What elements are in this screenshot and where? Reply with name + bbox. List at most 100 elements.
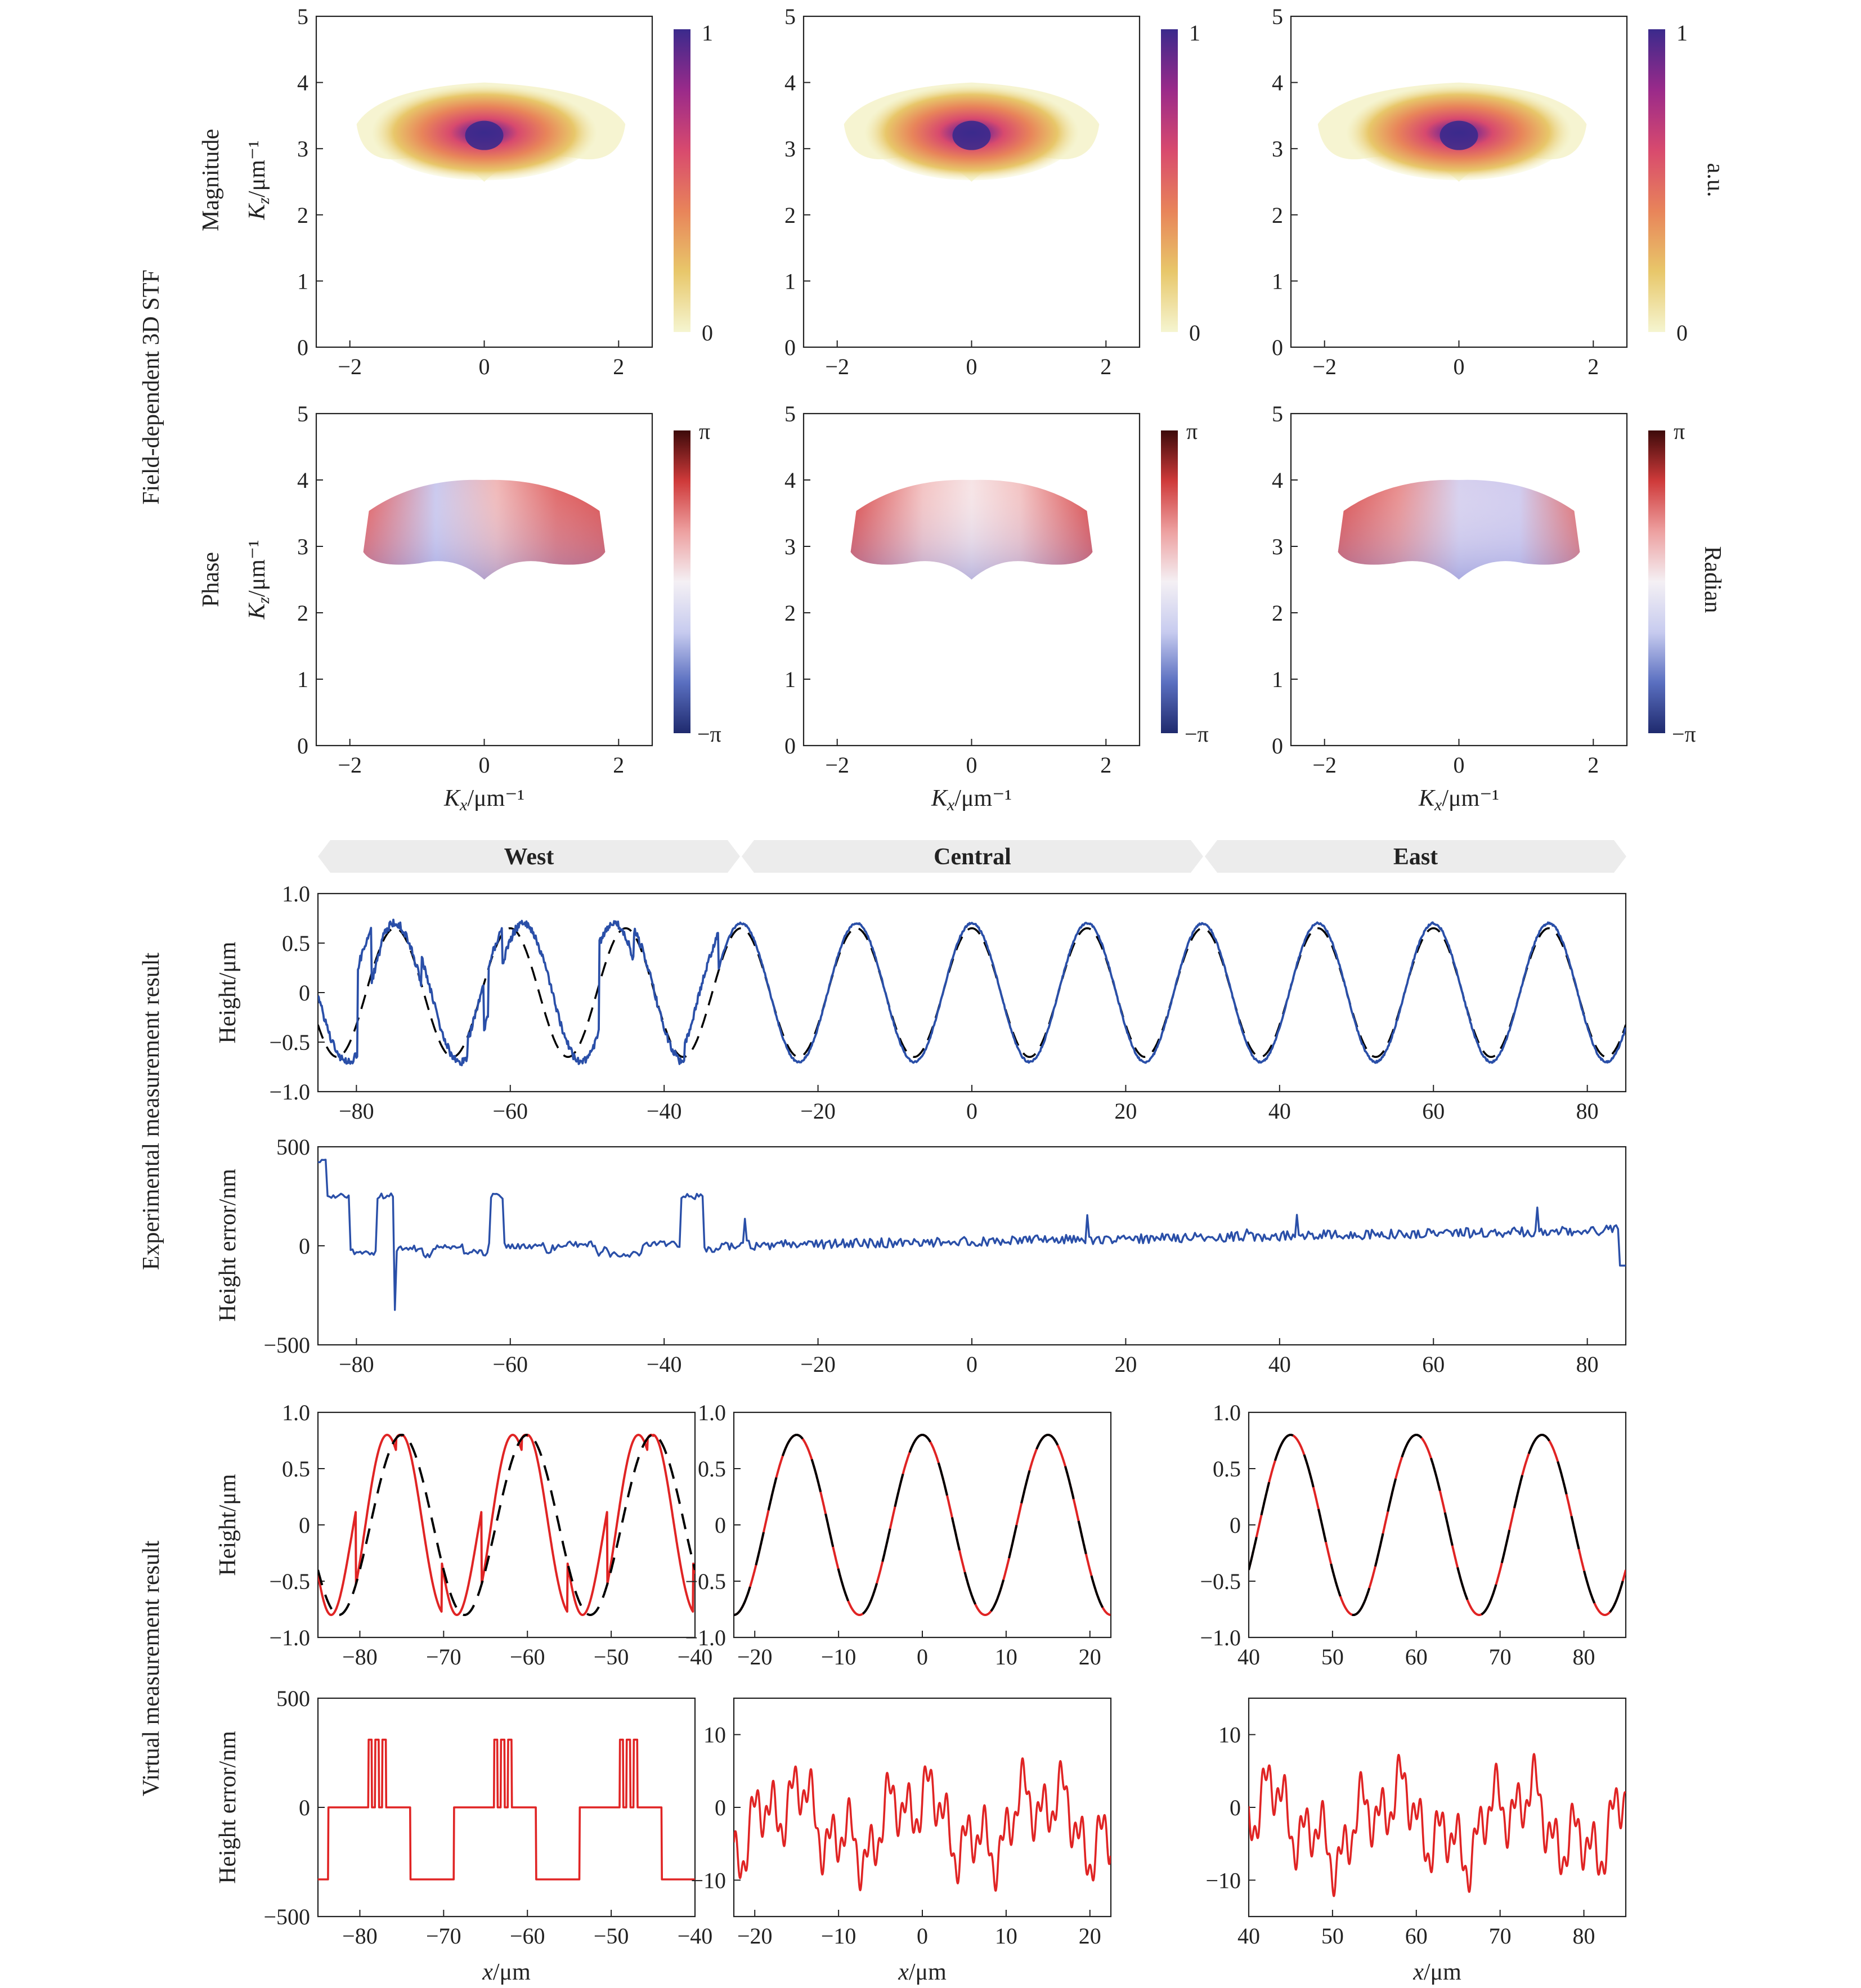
x-tick-label: 2	[613, 752, 624, 778]
virtual-height-panel-west: −80 −70 −60 −50 −40 −1.0 −0.5 0 0.5 1.0 Height/μm	[215, 1400, 712, 1670]
x-tick-label: 20	[1079, 1923, 1101, 1949]
stf-phase-shading	[850, 479, 1093, 580]
x-tick-label: −60	[492, 1098, 528, 1124]
y-tick-label: 3	[784, 534, 796, 559]
colorbar-max-label: π	[1674, 419, 1685, 444]
virtual-height-panel-central-frame	[733, 1411, 1112, 1639]
y-tick-label: 10	[703, 1722, 726, 1748]
y-tick-label: 0.5	[1213, 1456, 1241, 1482]
y-tick-label: 1	[1272, 268, 1283, 294]
y-tick-label: 5	[297, 401, 308, 427]
measured-profile-line	[318, 918, 1626, 1066]
virtual-reference-line	[1249, 1434, 1626, 1616]
x-tick-label: −80	[339, 1098, 374, 1124]
x-tick-label: 60	[1422, 1098, 1445, 1124]
kz-axis-label: Kz/μm⁻¹	[244, 140, 273, 220]
y-tick-label: 4	[1272, 70, 1283, 96]
y-tick-label: 2	[784, 203, 796, 228]
y-tick-label: 0.5	[698, 1456, 726, 1482]
virtual-height-panel-east-frame	[1248, 1411, 1627, 1639]
x-tick-label: 40	[1237, 1923, 1260, 1949]
y-tick-label: −1.0	[269, 1625, 310, 1650]
x-tick-label: 2	[1588, 752, 1599, 778]
colorbar-min-label: −π	[1185, 721, 1209, 747]
virtual-error-panel-east: 40 50 60 70 80 −10 0 10 x/μm	[1205, 1697, 1627, 1985]
colorbar-max-label: π	[1186, 419, 1198, 444]
y-tick-label: 2	[297, 203, 308, 228]
x-tick-label: −70	[426, 1923, 461, 1949]
stf-magnitude-peak	[465, 120, 504, 150]
y-tick-label: 1.0	[282, 881, 310, 907]
x-tick-label: −2	[338, 752, 362, 778]
y-tick-label: 3	[1272, 534, 1283, 559]
banner-west-label: West	[504, 844, 554, 870]
x-tick-label: −2	[1312, 752, 1337, 778]
phase-colorbar-fill	[1161, 430, 1178, 733]
virtual-error-panel-central: −20 −10 0 10 20 −10 0 10 x/μm	[690, 1697, 1112, 1985]
x-tick-label: 10	[995, 1923, 1017, 1949]
magnitude-colorbar-fill	[1161, 29, 1178, 332]
colorbar-min-label: −π	[1672, 721, 1696, 747]
y-tick-label: 0	[297, 733, 308, 759]
experimental-height-panel: −80 −60 −40 −20 0 20 40 60 80 −1.0 −0.5 0 0.5 1.0 Heig…	[215, 881, 1627, 1124]
colorbar-min-label: 0	[702, 320, 713, 345]
y-tick-label: 3	[1272, 136, 1283, 161]
virtual-reference-line	[734, 1434, 1111, 1616]
colorbar-min-label: 0	[1189, 320, 1200, 345]
virtual-height-panel-east: 40 50 60 70 80 −1.0 −0.5 0 0.5 1.0	[1200, 1400, 1627, 1670]
x-tick-label: 70	[1489, 1923, 1512, 1949]
x-tick-label: 80	[1576, 1098, 1599, 1124]
y-tick-label: −10	[1205, 1868, 1241, 1893]
row-label-stf: Field-dependent 3D STF	[138, 270, 164, 505]
x-axis-label: x/μm	[898, 1959, 947, 1985]
virtual-measured-line	[734, 1434, 1111, 1616]
y-tick-label: −0.5	[685, 1569, 726, 1594]
banner-central-label: Central	[934, 844, 1011, 870]
phase-colorbar-fill	[1648, 430, 1665, 733]
virtual-reference-line	[318, 1434, 695, 1616]
y-tick-label: 0	[299, 1795, 310, 1820]
phase-unit-label: Radian	[1699, 546, 1725, 613]
x-tick-label: 60	[1405, 1644, 1428, 1670]
y-tick-label: 1	[297, 268, 308, 294]
y-tick-label: 0	[1272, 335, 1283, 360]
stf-phase-panel-east: −2 0 2 0 1 2 3 4 5 Kx/μm⁻¹	[1272, 401, 1628, 814]
y-tick-label: 10	[1218, 1722, 1241, 1748]
x-tick-label: 60	[1422, 1352, 1445, 1377]
x-tick-label: −2	[338, 354, 362, 379]
virtual-measured-line	[1249, 1434, 1626, 1616]
x-tick-label: 10	[995, 1644, 1017, 1670]
x-tick-label: 0	[966, 752, 977, 778]
x-tick-label: 60	[1405, 1923, 1428, 1949]
experimental-error-panel-frame	[317, 1146, 1627, 1346]
y-tick-label: −1.0	[1200, 1625, 1241, 1650]
x-tick-label: 40	[1268, 1352, 1291, 1377]
y-tick-label: 1	[784, 667, 796, 692]
colorbar-min-label: −π	[697, 721, 721, 747]
y-tick-label: 0	[299, 1233, 310, 1259]
experimental-error-panel: −80 −60 −40 −20 0 20 40 60 80 −500 0 500 Height erro…	[215, 1134, 1627, 1377]
y-tick-label: 1.0	[698, 1400, 726, 1425]
colorbar-max-label: 1	[1189, 20, 1200, 46]
y-tick-label: 1.0	[1213, 1400, 1241, 1425]
x-tick-label: −2	[1312, 354, 1337, 379]
x-tick-label: 0	[966, 1352, 977, 1377]
y-tick-label: −500	[263, 1332, 310, 1358]
x-tick-label: −10	[821, 1923, 856, 1949]
x-tick-label: 40	[1237, 1644, 1260, 1670]
banner-central	[742, 840, 1203, 873]
magnitude-colorbar-fill	[1648, 29, 1665, 332]
y-tick-label: 2	[1272, 600, 1283, 626]
virtual-height-panel-central: −20 −10 0 10 20 −1.0 −0.5 0 0.5 1.0	[685, 1400, 1112, 1670]
x-tick-label: 2	[1588, 354, 1599, 379]
x-tick-label: 50	[1321, 1644, 1344, 1670]
x-tick-label: −2	[825, 752, 849, 778]
banner-east-label: East	[1393, 844, 1438, 870]
height-axis-label: Height/μm	[215, 941, 241, 1043]
x-tick-label: 2	[1100, 354, 1111, 379]
colorbar-max-label: 1	[1676, 20, 1688, 46]
x-tick-label: 40	[1268, 1098, 1291, 1124]
virtual-measured-line	[318, 1434, 695, 1616]
height-error-axis-label: Height error/nm	[215, 1731, 241, 1884]
